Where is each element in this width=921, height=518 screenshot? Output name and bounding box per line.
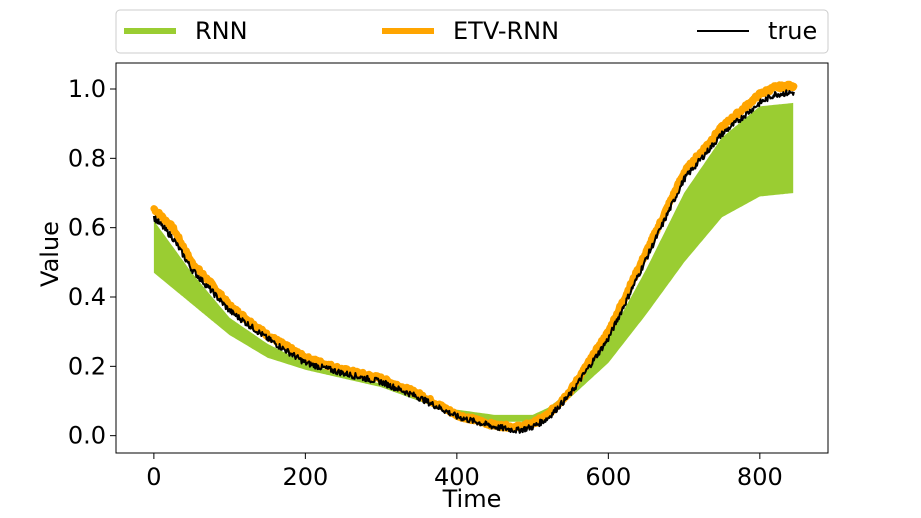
y-axis-ticks: 0.0 0.2 0.4 0.6 0.8 1.0 (68, 75, 116, 450)
x-tick-label: 400 (434, 463, 480, 491)
legend-label-true: true (768, 17, 817, 45)
x-tick-label: 200 (282, 463, 328, 491)
legend: RNN ETV-RNN true (115, 9, 829, 54)
x-tick-label: 0 (146, 463, 161, 491)
y-tick-label: 0.2 (68, 352, 106, 380)
plot-frame (115, 62, 829, 454)
x-tick-label: 600 (585, 463, 631, 491)
x-axis-ticks: 0 200 400 600 800 (146, 453, 783, 491)
x-tick-label: 800 (737, 463, 783, 491)
rnn-series-band (153, 102, 794, 422)
true-series-line (152, 89, 795, 434)
y-tick-label: 0.6 (68, 214, 106, 242)
x-axis-label: Time (442, 485, 502, 513)
y-tick-label: 0.0 (68, 422, 106, 450)
plot-area (150, 80, 798, 434)
y-tick-label: 0.4 (68, 283, 106, 311)
y-axis-label: Value (36, 221, 64, 287)
y-tick-label: 1.0 (68, 75, 106, 103)
y-tick-label: 0.8 (68, 144, 106, 172)
legend-label-etv-rnn: ETV-RNN (453, 17, 559, 45)
legend-frame (115, 9, 829, 54)
legend-label-rnn: RNN (195, 17, 248, 45)
